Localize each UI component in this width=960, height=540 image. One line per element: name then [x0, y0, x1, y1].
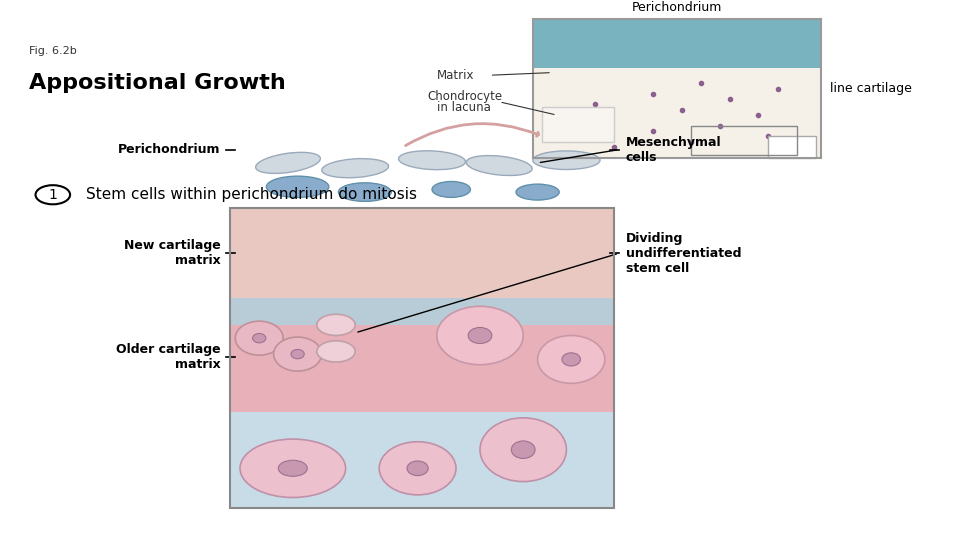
- Ellipse shape: [538, 335, 605, 383]
- Bar: [230, 412, 614, 508]
- Text: Perichondrium: Perichondrium: [118, 143, 221, 156]
- Bar: [230, 208, 614, 508]
- Bar: [230, 307, 614, 412]
- Ellipse shape: [291, 349, 304, 359]
- Ellipse shape: [379, 442, 456, 495]
- Ellipse shape: [317, 341, 355, 362]
- Ellipse shape: [274, 337, 322, 371]
- Bar: [542, 107, 614, 141]
- Ellipse shape: [339, 183, 392, 201]
- Text: Perichondrium: Perichondrium: [632, 1, 722, 14]
- Ellipse shape: [562, 353, 581, 366]
- Text: Mesenchymal
cells: Mesenchymal cells: [626, 136, 722, 164]
- Text: 1: 1: [48, 188, 58, 202]
- Ellipse shape: [533, 151, 600, 170]
- Ellipse shape: [480, 418, 566, 482]
- Text: Stem cells within perichondrium do mitosis: Stem cells within perichondrium do mitos…: [86, 187, 418, 202]
- Ellipse shape: [267, 176, 328, 198]
- Text: in lacuna: in lacuna: [437, 100, 491, 113]
- Ellipse shape: [317, 314, 355, 335]
- Ellipse shape: [240, 439, 346, 497]
- FancyBboxPatch shape: [230, 298, 614, 325]
- Text: line cartilage: line cartilage: [830, 82, 912, 95]
- Text: New cartilage
matrix: New cartilage matrix: [124, 239, 221, 267]
- Text: Matrix: Matrix: [437, 69, 474, 82]
- Ellipse shape: [255, 152, 321, 173]
- Ellipse shape: [278, 460, 307, 476]
- Ellipse shape: [407, 461, 428, 476]
- Ellipse shape: [437, 306, 523, 364]
- Text: Fig. 6.2b: Fig. 6.2b: [29, 46, 77, 56]
- Ellipse shape: [468, 327, 492, 343]
- Bar: [533, 19, 821, 158]
- Ellipse shape: [398, 151, 466, 170]
- Ellipse shape: [432, 181, 470, 198]
- Ellipse shape: [467, 156, 532, 176]
- Text: Appositional Growth: Appositional Growth: [29, 72, 285, 92]
- Ellipse shape: [252, 334, 266, 343]
- Bar: [768, 136, 816, 158]
- Text: Dividing
undifferentiated
stem cell: Dividing undifferentiated stem cell: [626, 232, 741, 275]
- Ellipse shape: [322, 159, 389, 178]
- Bar: [230, 208, 614, 307]
- Text: Older cartilage
matrix: Older cartilage matrix: [116, 343, 221, 371]
- Circle shape: [36, 185, 70, 204]
- Text: Chondrocyte: Chondrocyte: [427, 90, 502, 103]
- Bar: [691, 126, 797, 155]
- FancyBboxPatch shape: [533, 19, 821, 68]
- Ellipse shape: [516, 184, 559, 200]
- Ellipse shape: [235, 321, 283, 355]
- FancyBboxPatch shape: [533, 68, 821, 158]
- Ellipse shape: [512, 441, 535, 458]
